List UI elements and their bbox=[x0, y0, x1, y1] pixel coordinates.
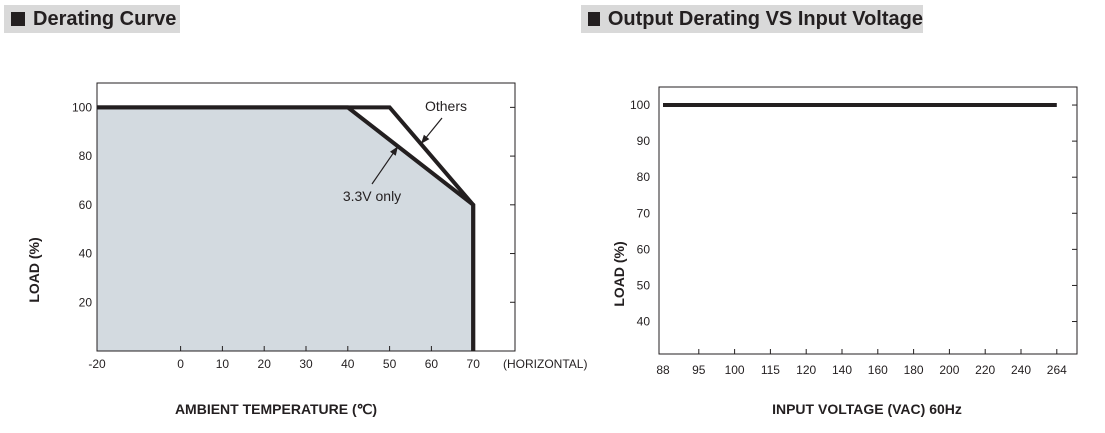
annotation-3v3-only: 3.3V only bbox=[343, 188, 401, 204]
output-derating-header: Output Derating VS Input Voltage bbox=[581, 5, 923, 33]
x-tick-label: 0 bbox=[177, 357, 184, 371]
y-tick-label: 40 bbox=[637, 315, 651, 329]
x-tick-label: 115 bbox=[761, 363, 780, 377]
x-axis-title: AMBIENT TEMPERATURE (℃) bbox=[175, 401, 377, 417]
header-square-icon bbox=[11, 12, 25, 26]
header-square-icon bbox=[588, 12, 600, 26]
x-tick-label: 70 bbox=[467, 357, 481, 371]
x-tick-label: 200 bbox=[939, 363, 959, 377]
x-tick-label: 30 bbox=[299, 357, 313, 371]
plot-frame bbox=[658, 86, 1078, 355]
series-line-3v3-only bbox=[97, 105, 476, 351]
x-tick-label: 180 bbox=[904, 363, 924, 377]
x-axis-title: INPUT VOLTAGE (VAC) 60Hz bbox=[772, 401, 962, 417]
x-tick-label: 40 bbox=[341, 357, 355, 371]
x-axis-extra-label: (HORIZONTAL) bbox=[503, 357, 587, 371]
x-tick-label: 240 bbox=[1011, 363, 1031, 377]
x-tick-label: 60 bbox=[425, 357, 439, 371]
y-tick-label: 100 bbox=[72, 100, 92, 114]
x-tick-label: 88 bbox=[656, 363, 670, 377]
x-tick-label: 264 bbox=[1047, 363, 1067, 377]
x-tick-label: 95 bbox=[692, 363, 706, 377]
y-tick-label: 50 bbox=[637, 278, 651, 292]
x-tick-label: 140 bbox=[832, 363, 852, 377]
y-tick-label: 20 bbox=[79, 295, 93, 309]
x-tick-label: 100 bbox=[725, 363, 745, 377]
output-derating-chart: 88 95 100 115 120 140 160 180 200 220 240 264 40 50 60… bbox=[611, 86, 1078, 417]
x-tick-label: 20 bbox=[258, 357, 272, 371]
annotation-others: Others bbox=[425, 98, 467, 114]
y-tick-label: 40 bbox=[79, 247, 93, 261]
y-tick-label: 60 bbox=[79, 198, 93, 212]
arrowhead-others bbox=[420, 134, 430, 144]
y-tick-label: 60 bbox=[637, 242, 651, 256]
x-tick-label: 120 bbox=[796, 363, 816, 377]
x-tick-label: 50 bbox=[383, 357, 397, 371]
y-tick-label: 90 bbox=[637, 134, 651, 148]
derating-curve-chart: -20 0 10 20 30 40 50 60 70 20 40 60 80 100 Others 3.3… bbox=[26, 82, 587, 417]
derating-curve-header: Derating Curve bbox=[4, 5, 180, 33]
x-tick-label: -20 bbox=[88, 357, 106, 371]
y-tick-label: 80 bbox=[637, 170, 651, 184]
x-tick-label: 220 bbox=[975, 363, 995, 377]
y-tick-label: 70 bbox=[637, 206, 651, 220]
derating-curve-title: Derating Curve bbox=[33, 7, 177, 30]
output-derating-title: Output Derating VS Input Voltage bbox=[607, 7, 923, 30]
x-tick-label: 160 bbox=[868, 363, 888, 377]
y-tick-label: 80 bbox=[79, 149, 93, 163]
x-tick-label: 10 bbox=[216, 357, 230, 371]
y-tick-label: 100 bbox=[630, 98, 650, 112]
arrowhead-3v3 bbox=[389, 146, 398, 156]
safe-operating-area bbox=[97, 107, 474, 351]
y-axis-title: LOAD (%) bbox=[611, 241, 627, 306]
y-axis-title: LOAD (%) bbox=[26, 237, 42, 302]
